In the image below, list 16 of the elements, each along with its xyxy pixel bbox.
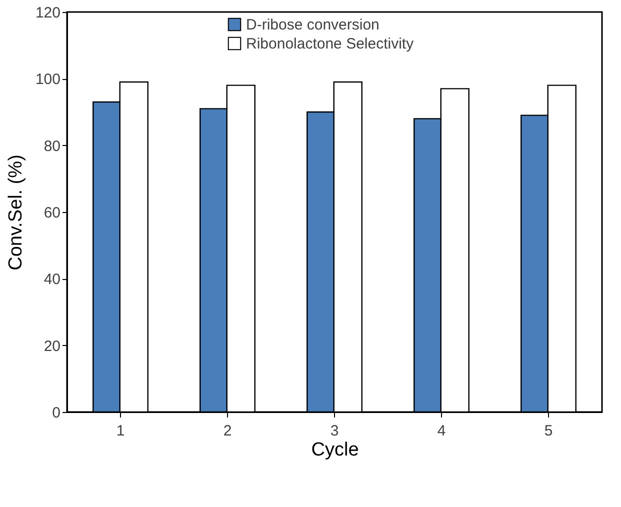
legend-label: Ribonolactone Selectivity [246, 36, 414, 52]
x-axis-title: Cycle [311, 440, 359, 460]
x-tick-label: 2 [223, 422, 232, 440]
x-tick-label: 4 [437, 422, 446, 440]
x-tick-label: 1 [116, 422, 125, 440]
y-tick-label: 40 [44, 271, 60, 288]
y-tick-label: 120 [35, 4, 60, 22]
legend-label: D-ribose conversion [246, 16, 380, 34]
x-tick-label: 5 [544, 422, 553, 440]
y-tick-label: 100 [35, 71, 60, 88]
y-tick-label: 60 [44, 204, 60, 222]
y-axis-title: Conv.Sel. (%) [5, 154, 26, 270]
y-tick-label: 20 [44, 338, 60, 355]
y-tick-label: 80 [44, 138, 60, 155]
x-tick-label: 3 [330, 422, 339, 440]
y-tick-label: 0 [52, 404, 60, 422]
